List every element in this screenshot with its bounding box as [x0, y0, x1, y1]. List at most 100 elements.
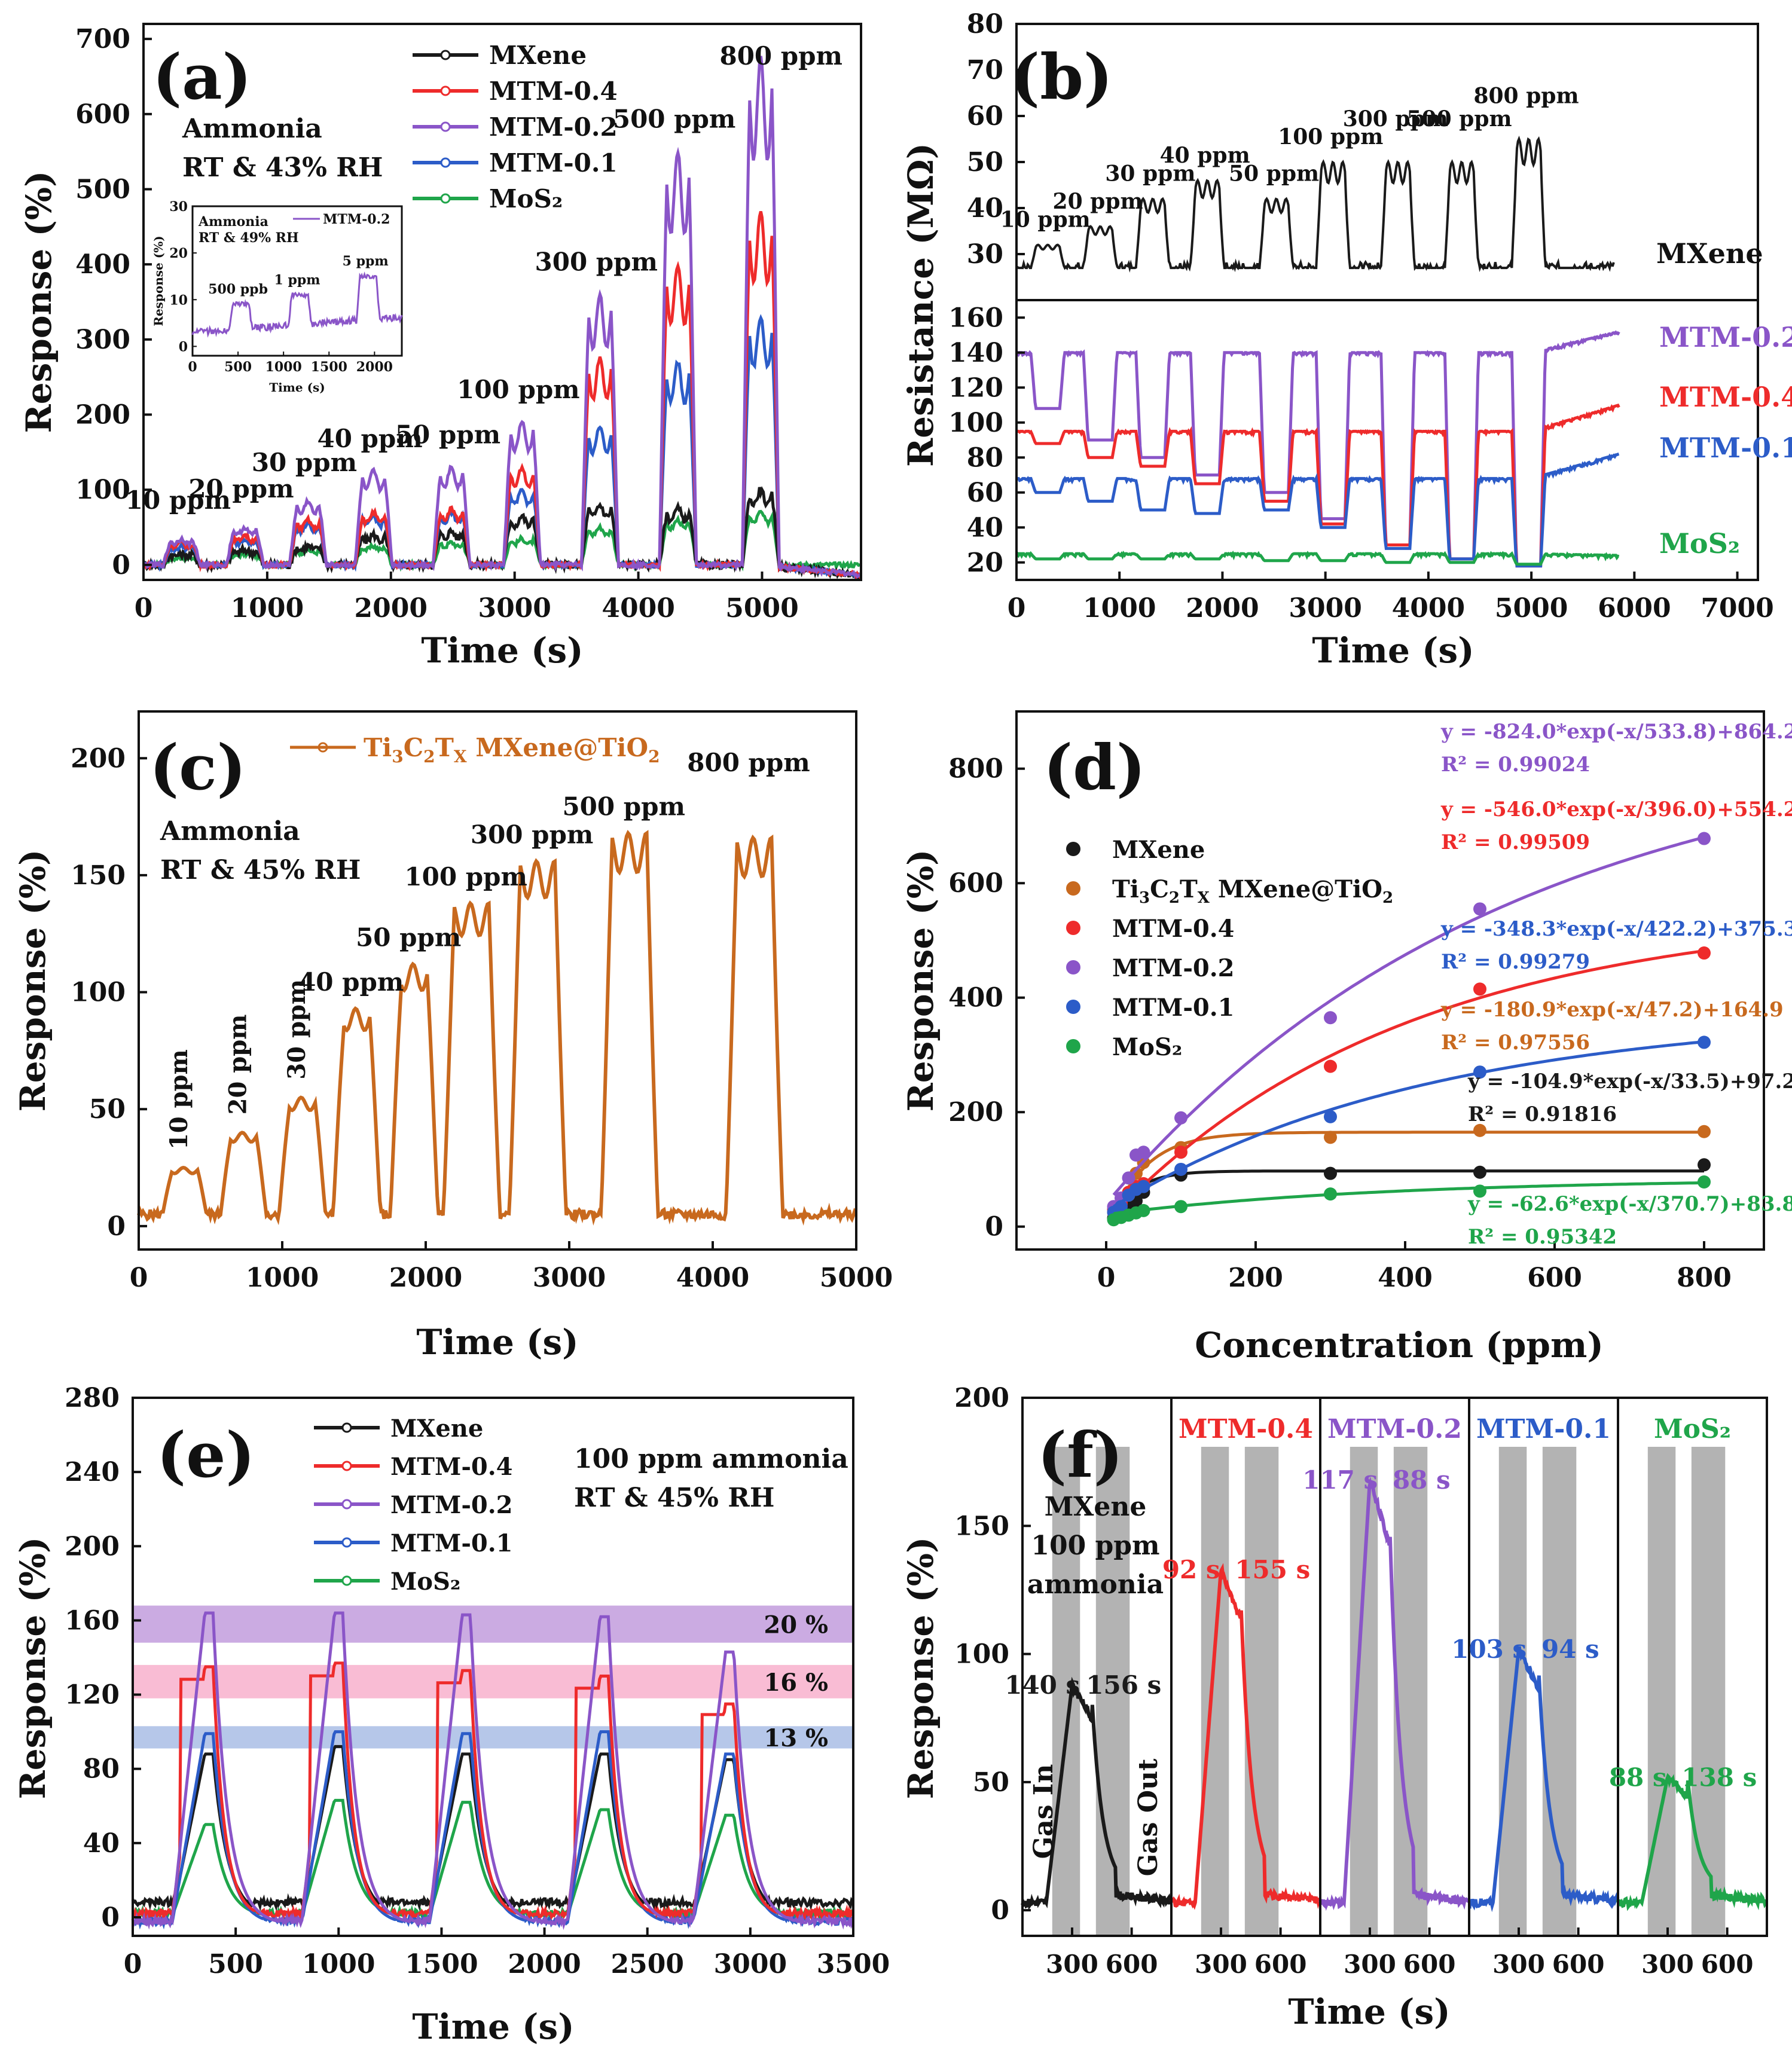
panel-c: 0 1000 2000 3000 4000 5000 0 50 100 150 200 (c) Ti…	[13, 710, 893, 1363]
x-tick-label: 300	[1046, 1950, 1098, 1979]
conc-label: 30 ppm	[1105, 161, 1195, 187]
y-tick-label: 0	[112, 550, 130, 581]
panel-d: 0 200 400 600 800 0 200 400 600 800 (d) Concentra…	[900, 710, 1792, 1365]
legend-label-MoS2: MoS₂	[1112, 1033, 1182, 1061]
fit-r2-MXene: R² = 0.91816	[1468, 1102, 1617, 1126]
data-point-Ti3C2Tx MXene@TiO2	[1698, 1125, 1711, 1138]
data-point-MTM-0.2	[1324, 1011, 1337, 1025]
response-time-MXene: 140 s	[1005, 1670, 1080, 1700]
x-tick-label: 7000	[1701, 593, 1773, 624]
legend-label-MTM-0.4: MTM-0.4	[489, 77, 618, 106]
data-point-MTM-0.2	[1473, 902, 1486, 916]
series-line-MTM-0.2	[131, 1611, 854, 1930]
response-time-MTM-0.2: 117 s	[1302, 1465, 1378, 1495]
data-point-MTM-0.1	[1473, 1065, 1486, 1079]
inset-note-cond: RT & 49% RH	[199, 230, 299, 246]
y-tick-label: 500	[75, 174, 130, 204]
response-time-MTM-0.1: 103 s	[1451, 1635, 1527, 1664]
legend-marker-MTM-0.4	[1066, 921, 1080, 935]
panel-b-xlabel: Time (s)	[1312, 630, 1474, 671]
x-tick-label: 300	[1344, 1950, 1396, 1979]
panel-e-label: (e)	[157, 1418, 255, 1492]
legend-marker-MTM-0.1	[440, 157, 451, 168]
response-curve-MTM-0.1	[1467, 1646, 1620, 1913]
conc-label: 20 ppm	[224, 1014, 252, 1114]
y-tick-label: 200	[71, 743, 126, 774]
series-name-MTM-0.2: MTM-0.2	[1659, 321, 1792, 353]
panel-d-legend: MXene Ti3C2TX MXene@TiO2 MTM-0.4 MTM-0.2 MTM…	[1066, 836, 1393, 1061]
inset-conc-label: 500 ppb	[208, 282, 268, 297]
y-tick-label: 150	[954, 1511, 1009, 1541]
y-tick-label: 100	[948, 408, 1003, 438]
legend-label-MoS2: MoS₂	[489, 184, 563, 213]
inset-y-tick-label: 20	[169, 246, 188, 261]
fit-equation-Ti3C2Tx MXene@TiO2: y = -180.9*exp(-x/47.2)+164.9	[1440, 998, 1784, 1022]
panel-c-legend-marker	[318, 742, 328, 753]
data-point-MTM-0.2	[1122, 1171, 1135, 1185]
y-tick-label: 150	[71, 860, 126, 891]
legend-label-MTM-0.4: MTM-0.4	[1112, 915, 1235, 943]
y-tick-label: 40	[967, 193, 1003, 224]
y-tick-label: 800	[948, 754, 1003, 784]
conc-label: 10 ppm	[1000, 207, 1091, 233]
recovery-time-MTM-0.2: 88 s	[1393, 1465, 1451, 1495]
fit-equation-MTM-0.1: y = -348.3*exp(-x/422.2)+375.3	[1440, 917, 1792, 941]
response-curve-MTM-0.4	[1170, 1563, 1321, 1910]
data-point-MoS2	[1137, 1203, 1150, 1217]
fit-r2-Ti3C2Tx MXene@TiO2: R² = 0.97556	[1441, 1031, 1590, 1055]
data-point-MoS2	[1473, 1184, 1486, 1198]
band-label: 13 %	[764, 1724, 828, 1752]
x-tick-label: 200	[1228, 1263, 1283, 1293]
y-tick-label: 30	[967, 239, 1003, 270]
x-tick-label: 0	[1097, 1263, 1116, 1293]
legend-marker-MoS2	[1066, 1039, 1080, 1053]
fit-r2-MTM-0.1: R² = 0.99279	[1441, 950, 1590, 974]
inset-conc-label: 5 ppm	[343, 253, 389, 269]
x-tick-label: 1000	[302, 1949, 375, 1979]
x-tick-label: 3000	[478, 593, 551, 624]
y-tick-label: 0	[991, 1895, 1009, 1926]
data-point-MTM-0.2	[1137, 1145, 1150, 1159]
data-point-MXene	[1698, 1158, 1711, 1172]
legend-label-MoS2: MoS₂	[390, 1568, 460, 1596]
threshold-band	[133, 1664, 853, 1698]
y-tick-label: 40	[967, 512, 1003, 543]
response-curve-MTM-0.2	[1318, 1476, 1470, 1911]
y-tick-label: 0	[107, 1211, 126, 1242]
x-tick-label: 300	[1195, 1950, 1247, 1979]
inset-series-line	[191, 271, 403, 338]
x-tick-label: 5000	[1495, 593, 1568, 624]
panel-c-label: (c)	[149, 731, 246, 804]
series-line-MoS2	[1015, 550, 1620, 566]
gas-out-shade	[1542, 1447, 1577, 1936]
conc-label: 300 ppm	[471, 820, 593, 849]
data-point-MTM-0.2	[1174, 1111, 1187, 1125]
panel-e-xlabel: Time (s)	[412, 2006, 574, 2047]
x-tick-label: 300	[1492, 1950, 1545, 1979]
y-tick-label: 120	[65, 1680, 120, 1710]
inset-note-gas: Ammonia	[198, 214, 268, 230]
panel-a-xlabel: Time (s)	[421, 630, 583, 671]
gas-in-shade	[1350, 1447, 1378, 1936]
legend-label-MXene: MXene	[489, 41, 587, 70]
fit-curve-MTM-0.4	[1112, 949, 1705, 1215]
x-tick-label: 2000	[355, 593, 428, 624]
panel-f-ylabel: Response (%)	[900, 1537, 941, 1800]
band-label: 16 %	[764, 1669, 828, 1697]
y-tick-label: 400	[948, 983, 1003, 1013]
inset-x-tick-label: 2000	[356, 359, 393, 375]
conc-label: 800 ppm	[687, 748, 810, 777]
conc-label: 30 ppm	[252, 448, 357, 477]
panel-c-xlabel: Time (s)	[416, 1322, 578, 1363]
y-tick-label: 100	[71, 977, 126, 1008]
legend-label-MTM-0.1: MTM-0.1	[489, 148, 618, 178]
threshold-band	[133, 1726, 853, 1749]
series-line-Ti3C2Tx-MXene-TiO2	[137, 830, 857, 1226]
fit-equation-MXene: y = -104.9*exp(-x/33.5)+97.2	[1467, 1070, 1792, 1093]
y-tick-label: 200	[65, 1531, 120, 1562]
inset-y-tick-label: 0	[179, 339, 188, 355]
y-tick-label: 160	[948, 303, 1003, 333]
series-line-MXene	[1015, 135, 1615, 273]
recovery-time-MTM-0.1: 94 s	[1541, 1635, 1599, 1664]
